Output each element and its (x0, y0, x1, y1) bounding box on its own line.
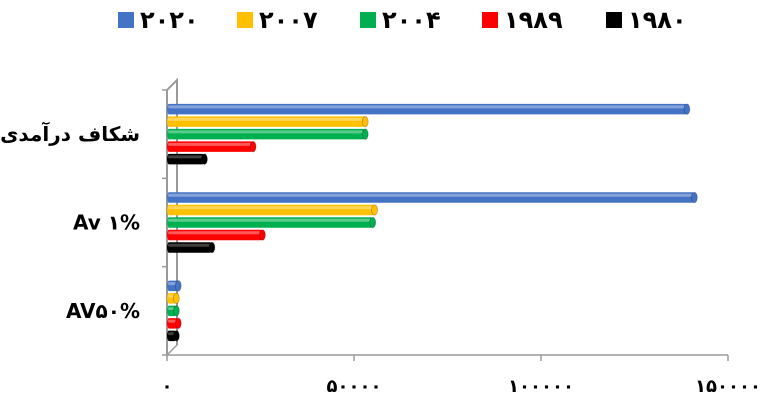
bar (167, 128, 369, 140)
bar (167, 305, 180, 317)
x-tick-label: ۰ (162, 376, 173, 396)
bar-highlight (168, 218, 371, 222)
bar-body (167, 204, 375, 216)
bar-highlight (168, 206, 373, 210)
bar-body (167, 153, 205, 165)
legend-label: ۲۰۰۴ (382, 6, 441, 34)
bar (167, 229, 266, 241)
bar-cap (249, 141, 257, 153)
x-tick-label: ۱۵۰۰۰۰ (695, 376, 761, 396)
bar-body (167, 229, 263, 241)
legend-swatch (237, 12, 253, 28)
legend-label: ۱۹۸۹ (504, 6, 563, 34)
legend-swatch (482, 12, 498, 28)
legend-label: ۲۰۰۷ (259, 6, 318, 34)
bar-highlight (168, 130, 364, 134)
bar-highlight (168, 231, 261, 235)
bar-highlight (168, 117, 364, 121)
bar-cap (172, 330, 180, 342)
bar-body (167, 192, 695, 203)
bar-cap (369, 216, 377, 229)
legend-swatch (118, 12, 134, 28)
legend-swatch (360, 12, 376, 28)
bar-body (167, 103, 687, 115)
bar-cap (690, 191, 698, 204)
bar-cap (172, 292, 180, 304)
legend-swatch (606, 12, 622, 28)
bar-cap (174, 280, 182, 292)
bar-body (167, 280, 179, 292)
bar (167, 216, 377, 229)
bar-cap (174, 317, 182, 329)
bar-cap (200, 153, 208, 165)
bar (167, 191, 698, 204)
bar-cap (361, 128, 369, 140)
bar-highlight (168, 155, 203, 159)
bar-cap (371, 204, 378, 216)
bar (167, 280, 182, 292)
bar (167, 204, 378, 216)
bar-cap (172, 305, 180, 317)
bar-highlight (168, 105, 685, 109)
bar-body (167, 141, 254, 152)
bars (167, 103, 698, 342)
x-tick-label: ۱۰۰۰۰۰ (508, 376, 574, 396)
x-tick-label: ۵۰۰۰۰ (327, 376, 382, 396)
bar-highlight (168, 282, 177, 286)
bar-highlight (168, 294, 175, 298)
bar (167, 292, 180, 304)
bar (167, 141, 257, 153)
bar-highlight (168, 142, 252, 146)
x-axis-depth (166, 344, 178, 356)
legend: ۲۰۲۰ ۲۰۰۷ ۲۰۰۴ ۱۹۸۹ ۱۹۸۰ (118, 6, 687, 34)
bar-cap (258, 229, 266, 241)
bar-cap (208, 241, 216, 254)
bar-body (167, 116, 366, 127)
bar-highlight (168, 307, 175, 311)
bar-cap (683, 103, 691, 115)
y-category-label: شکاف درآمدی (0, 121, 140, 146)
bar-body (167, 318, 179, 329)
bar-body (167, 217, 373, 228)
bar-body (167, 128, 366, 140)
y-category-label: Av ۱% (73, 211, 140, 235)
y-category-label: AV۵۰% (66, 299, 140, 323)
bar (167, 153, 208, 165)
bar-highlight (168, 319, 177, 323)
bar-highlight (168, 193, 693, 197)
bar-highlight (168, 332, 175, 336)
legend-label: ۲۰۲۰ (140, 6, 199, 34)
labels: ۰ ۵۰۰۰۰ ۱۰۰۰۰۰ ۱۵۰۰۰۰ شکاف درآمدی Av ۱% AV۵۰% (0, 121, 761, 396)
bar (167, 317, 182, 329)
bar (167, 330, 180, 342)
bar (167, 241, 216, 254)
bar-cap (361, 116, 369, 128)
bar-body (167, 242, 212, 253)
legend-label: ۱۹۸۰ (628, 6, 687, 34)
bar (167, 116, 369, 128)
bar (167, 103, 691, 115)
bar-highlight (168, 243, 210, 247)
